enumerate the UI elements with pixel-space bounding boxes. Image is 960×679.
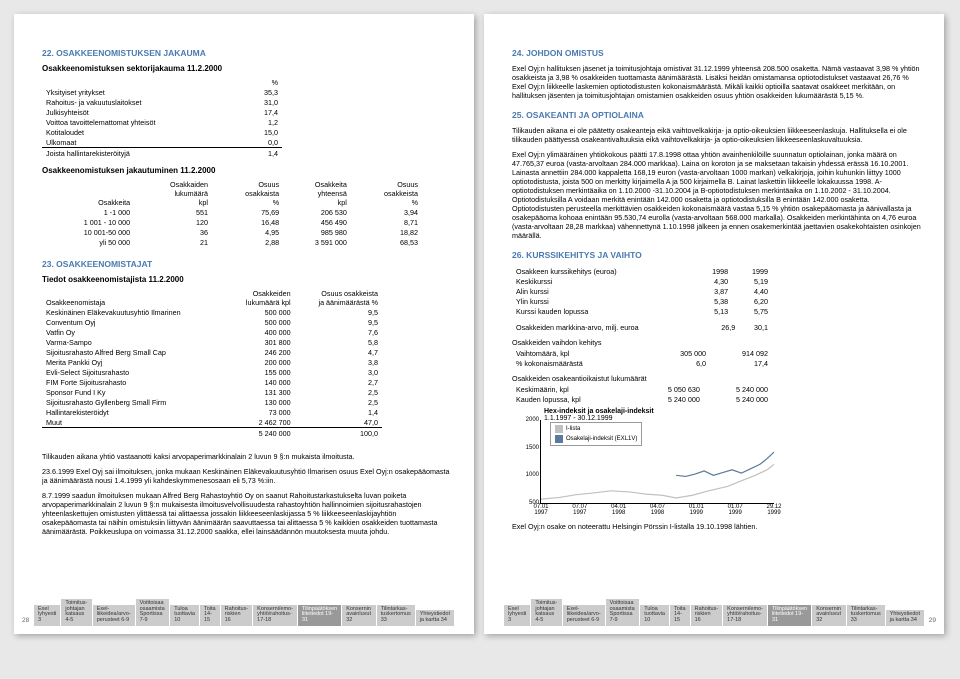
- table-row: Sijoitusrahasto Alfred Berg Small Cap246…: [42, 347, 382, 357]
- table-row: Vatfin Oy400 0007,6: [42, 327, 382, 337]
- table-row: Keskimäärin, kpl5 050 6305 240 000: [512, 384, 772, 394]
- price-table: Osakkeen kurssikehitys (euroa)19981999 K…: [512, 266, 772, 316]
- table-row: Merita Pankki Oyj200 0003,8: [42, 357, 382, 367]
- distribution-title: Osakkeenomistuksen jakautuminen 11.2.200…: [42, 166, 452, 175]
- section-23-title: 23. OSAKKEENOMISTAJAT: [42, 259, 452, 269]
- footer-tab[interactable]: Exel- liikeidea/arvo- perusteet 6-9: [93, 605, 135, 626]
- sector-table: % Yksityiset yritykset35,3Rahoitus- ja v…: [42, 77, 282, 158]
- table-row: yli 50 000212,883 591 00068,53: [42, 237, 422, 247]
- footer-tab[interactable]: Exel lyhyesti 3: [34, 605, 60, 626]
- footer-tab[interactable]: Voittoisaa osaamista Sportissa 7-9: [606, 599, 640, 626]
- section-24-title: 24. JOHDON OMISTUS: [512, 48, 922, 58]
- footer-tab[interactable]: Voittoisaa osaamista Sportissa 7-9: [136, 599, 170, 626]
- footer-tab[interactable]: Toita 14-15: [200, 605, 220, 626]
- section-24-text: Exel Oyj:n hallituksen jäsenet ja toimit…: [512, 64, 922, 100]
- table-row: Yksityiset yritykset35,3: [42, 87, 282, 97]
- table-row: Keskinäinen Eläkevakuutusyhtiö Ilmarinen…: [42, 307, 382, 317]
- page-right: 24. JOHDON OMISTUS Exel Oyj:n hallitukse…: [484, 14, 944, 634]
- table-row: Conventum Oyj500 0009,5: [42, 317, 382, 327]
- footer-tab[interactable]: Tilintarkas- tuskertomus 33: [377, 605, 415, 626]
- footer-tab[interactable]: Konserni/emo- yhtiö/rahoitus- 17-18: [253, 605, 297, 626]
- section-25-text1: Tilikauden aikana ei ole päätetty osakea…: [512, 126, 922, 144]
- table-row: Keskikurssi4,305,19: [512, 276, 772, 286]
- table-row: Alin kurssi3,874,40: [512, 286, 772, 296]
- section-25-title: 25. OSAKEANTI JA OPTIOLAINA: [512, 110, 922, 120]
- footer-tab[interactable]: Tilinpäätöksen liitetiedot 19-31: [298, 605, 341, 626]
- footer-tab[interactable]: Rahoitus- riskien 16: [221, 605, 253, 626]
- shareholders-table: OsakkeenomistajaOsakkeiden lukumäärä kpl…: [42, 288, 382, 438]
- footer-tab[interactable]: Exel lyhyesti 3: [504, 605, 530, 626]
- footer-tab[interactable]: Tuloa tuottavia 10: [640, 605, 669, 626]
- footer-tab[interactable]: Toimitus- johtajan katsaus 4-5: [531, 599, 561, 626]
- footer-tab[interactable]: Tilintarkas- tuskertomus 33: [847, 605, 885, 626]
- table-row: % kokonaismäärästä6,017,4: [512, 358, 772, 368]
- table-row: FIM Forte Sijoitusrahasto140 0002,7: [42, 377, 382, 387]
- footer-tab[interactable]: Toita 14-15: [670, 605, 690, 626]
- section-25-text2: Exel Oyj:n ylimääräinen yhtiökokous päät…: [512, 150, 922, 240]
- distribution-table: OsakkeitaOsakkaiden lukumäärä kplOsuus o…: [42, 179, 422, 247]
- footer-tab[interactable]: Konsernin avainluvut 32: [342, 605, 376, 626]
- footer-tab[interactable]: Tilinpäätöksen liitetiedot 19-31: [768, 605, 811, 626]
- trading-title: Osakkeiden vaihdon kehitys: [512, 338, 922, 347]
- page-number: 29: [925, 615, 940, 626]
- table-row: Rahoitus- ja vakuutuslaitokset31,0: [42, 97, 282, 107]
- table-row: Ylin kurssi5,386,20: [512, 296, 772, 306]
- table-row: Sponsor Fund I Ky131 3002,5: [42, 387, 382, 397]
- market-value-table: Osakkeiden markkina-arvo, milj. euroa26,…: [512, 322, 772, 332]
- table-row: Kauden lopussa, kpl5 240 0005 240 000: [512, 394, 772, 404]
- page-number: 28: [18, 615, 33, 626]
- adjusted-table: Keskimäärin, kpl5 050 6305 240 000Kauden…: [512, 384, 772, 404]
- footer-tabs: Exel lyhyesti 3Toimitus- johtajan katsau…: [34, 608, 454, 626]
- paragraph-1: Tilikauden aikana yhtiö vastaanotti kaks…: [42, 452, 452, 461]
- table-row: Julkisyhteisöt17,4: [42, 107, 282, 117]
- table-row: Hallintarekisteröidyt73 0001,4: [42, 407, 382, 417]
- footer-tab[interactable]: Exel- liikeidea/arvo- perusteet 6-9: [563, 605, 605, 626]
- footer-tabs: Exel lyhyesti 3Toimitus- johtajan katsau…: [504, 608, 924, 626]
- table-row: 1 001 - 10 00012016,48456 4908,71: [42, 217, 422, 227]
- table-row: Sijoitusrahasto Gyllenberg Small Firm130…: [42, 397, 382, 407]
- paragraph-3: 8.7.1999 saadun ilmoituksen mukaan Alfre…: [42, 491, 452, 536]
- section-26-footnote: Exel Oyj:n osake on noteerattu Helsingin…: [512, 522, 922, 531]
- hex-index-chart: Hex-indeksit ja osakelaji-indeksit1.1.19…: [518, 408, 778, 518]
- table-row: Ulkomaat0,0: [42, 137, 282, 148]
- paragraph-2: 23.6.1999 Exel Oyj sai ilmoituksen, jonk…: [42, 467, 452, 485]
- table-row: Vaihtomäärä, kpl305 000914 092: [512, 348, 772, 358]
- table-row: Joista hallintarekisteröityjä1,4: [42, 148, 282, 159]
- table-row: Muut2 462 70047,0: [42, 417, 382, 428]
- table-row: Kurssi kauden lopussa5,135,75: [512, 306, 772, 316]
- table-row: Varma-Sampo301 8005,8: [42, 337, 382, 347]
- footer-tab[interactable]: Toimitus- johtajan katsaus 4-5: [61, 599, 91, 626]
- trading-table: Vaihtomäärä, kpl305 000914 092% kokonais…: [512, 348, 772, 368]
- table-row: 10 001-50 000364,95985 98018,82: [42, 227, 422, 237]
- footer-tab[interactable]: Tuloa tuottavia 10: [170, 605, 199, 626]
- section-22-subtitle: Osakkeenomistuksen sektorijakauma 11.2.2…: [42, 64, 452, 73]
- footer-tab[interactable]: Konsernin avainluvut 32: [812, 605, 846, 626]
- table-row: 1 -1 00055175,69206 5303,94: [42, 207, 422, 217]
- section-26-title: 26. KURSSIKEHITYS JA VAIHTO: [512, 250, 922, 260]
- adjusted-title: Osakkeiden osakeantioikaistut lukumäärät: [512, 374, 922, 383]
- footer-tab[interactable]: Rahoitus- riskien 16: [691, 605, 723, 626]
- table-row: Kotitaloudet15,0: [42, 127, 282, 137]
- footer-tab[interactable]: Yhteystiedot ja kartta 34: [886, 610, 924, 626]
- section-23-subtitle: Tiedot osakkeenomistajista 11.2.2000: [42, 275, 452, 284]
- table-row: Evli-Select Sijoitusrahasto155 0003,0: [42, 367, 382, 377]
- page-left: 22. OSAKKEENOMISTUKSEN JAKAUMA Osakkeeno…: [14, 14, 474, 634]
- footer-tab[interactable]: Yhteystiedot ja kartta 34: [416, 610, 454, 626]
- section-22-title: 22. OSAKKEENOMISTUKSEN JAKAUMA: [42, 48, 452, 58]
- table-row: Voittoa tavoittelemattomat yhteisöt1,2: [42, 117, 282, 127]
- table-row-total: 5 240 000100,0: [42, 428, 382, 439]
- footer-tab[interactable]: Konserni/emo- yhtiö/rahoitus- 17-18: [723, 605, 767, 626]
